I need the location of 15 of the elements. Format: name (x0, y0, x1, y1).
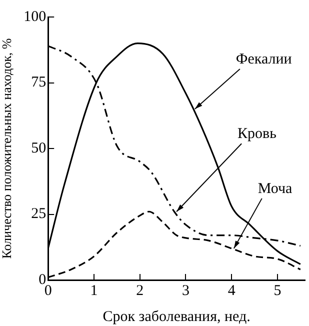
y-tick-label: 75 (31, 74, 46, 91)
annotation: Моча (258, 180, 293, 197)
x-tick-label: 5 (274, 282, 282, 299)
annotation: Кровь (238, 126, 277, 142)
x-tick-label: 4 (228, 282, 236, 299)
x-axis-title: Срок заболевания, нед. (102, 308, 250, 325)
y-tick-label: 25 (31, 206, 46, 222)
x-tick-label: 1 (90, 282, 98, 299)
y-tick-label: 100 (24, 8, 46, 25)
x-tick-label: 2 (136, 282, 144, 299)
y-tick-label: 50 (31, 140, 46, 156)
y-tick-label: 0 (38, 272, 46, 288)
annotation: Фекалии (236, 51, 292, 68)
x-tick-label: 3 (182, 282, 190, 299)
y-axis-title: Количество положительных находок, % (0, 38, 14, 259)
